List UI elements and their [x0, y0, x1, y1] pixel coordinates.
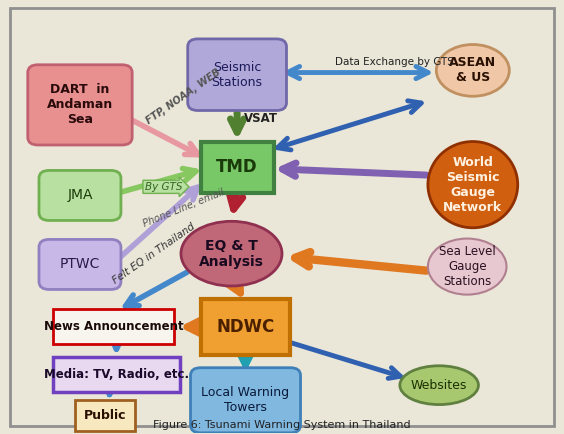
Text: Public: Public — [84, 409, 126, 422]
Text: Sea Level
Gauge
Stations: Sea Level Gauge Stations — [439, 245, 496, 288]
FancyBboxPatch shape — [201, 299, 290, 355]
Text: PTWC: PTWC — [60, 257, 100, 271]
Text: Figure 6: Tsunami Warning System in Thailand: Figure 6: Tsunami Warning System in Thai… — [153, 421, 411, 431]
Text: Local Warning
Towers: Local Warning Towers — [201, 386, 289, 414]
FancyBboxPatch shape — [28, 65, 132, 145]
Ellipse shape — [181, 221, 282, 286]
Ellipse shape — [437, 45, 509, 96]
FancyBboxPatch shape — [39, 240, 121, 289]
FancyBboxPatch shape — [39, 171, 121, 220]
Text: NDWC: NDWC — [217, 318, 275, 336]
Text: World
Seismic
Gauge
Network: World Seismic Gauge Network — [443, 156, 503, 214]
Ellipse shape — [428, 141, 518, 228]
FancyBboxPatch shape — [53, 309, 174, 345]
Text: Felt EQ in Thailand: Felt EQ in Thailand — [111, 221, 197, 286]
Text: Phone Line, email: Phone Line, email — [142, 187, 226, 229]
FancyBboxPatch shape — [76, 400, 135, 431]
Text: News Announcement: News Announcement — [44, 320, 183, 333]
FancyBboxPatch shape — [53, 357, 180, 392]
FancyBboxPatch shape — [201, 141, 274, 193]
FancyBboxPatch shape — [191, 368, 301, 433]
Text: Websites: Websites — [411, 379, 468, 391]
FancyBboxPatch shape — [10, 8, 554, 426]
Text: TMD: TMD — [216, 158, 258, 176]
Text: EQ & T
Analysis: EQ & T Analysis — [199, 239, 264, 269]
Ellipse shape — [400, 366, 478, 404]
Text: ASEAN
& US: ASEAN & US — [450, 56, 496, 84]
Text: JMA: JMA — [67, 188, 92, 202]
Text: VSAT: VSAT — [244, 112, 279, 125]
FancyBboxPatch shape — [188, 39, 287, 111]
Text: By GTS: By GTS — [144, 182, 182, 192]
Ellipse shape — [428, 239, 506, 295]
Text: Media: TV, Radio, etc.: Media: TV, Radio, etc. — [44, 368, 189, 381]
Text: Data Exchange by GTS: Data Exchange by GTS — [336, 57, 454, 67]
Text: DART  in
Andaman
Sea: DART in Andaman Sea — [47, 83, 113, 126]
Text: Seismic
Stations: Seismic Stations — [212, 61, 263, 89]
Text: FTP, NOAA, WEB: FTP, NOAA, WEB — [144, 67, 223, 126]
